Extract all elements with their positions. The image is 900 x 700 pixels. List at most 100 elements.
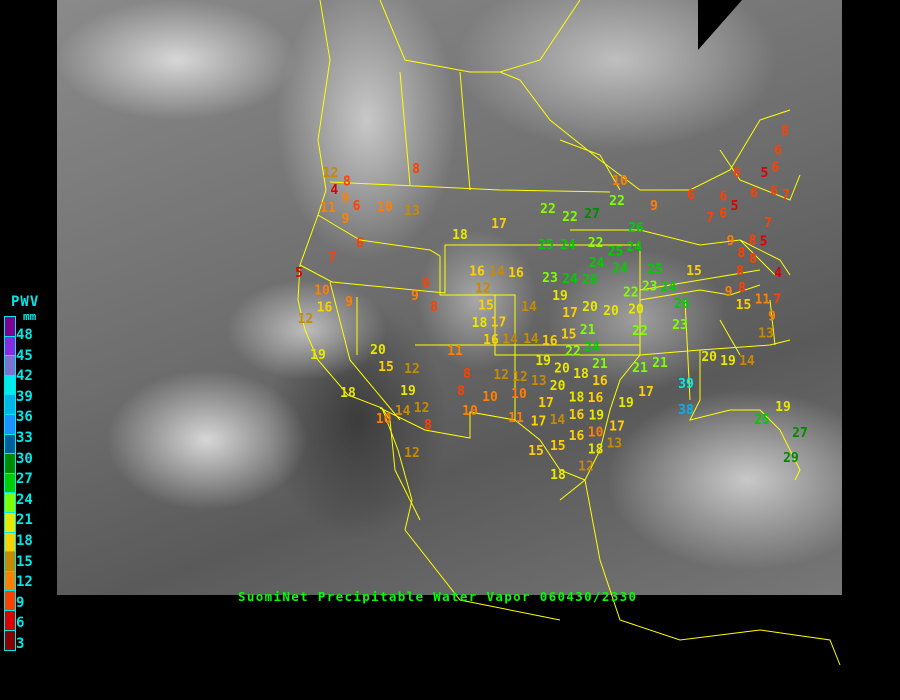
- station-pwv-value: 20: [550, 379, 566, 394]
- station-pwv-value: 8: [781, 124, 789, 139]
- station-pwv-value: 18: [452, 228, 468, 243]
- station-pwv-value: 17: [638, 385, 654, 400]
- border-line: [399, 71, 411, 186]
- legend-title: PWV: [11, 294, 40, 310]
- station-pwv-value: 19: [775, 400, 791, 415]
- station-pwv-value: 15: [550, 439, 566, 454]
- station-pwv-value: 14: [502, 333, 518, 348]
- station-pwv-value: 14: [489, 264, 505, 279]
- no-data-region: [698, 0, 742, 50]
- station-pwv-value: 11: [755, 292, 771, 307]
- station-pwv-value: 19: [618, 396, 634, 411]
- station-pwv-value: 16: [588, 391, 604, 406]
- station-pwv-value: 5: [760, 166, 768, 181]
- station-pwv-value: 27: [792, 426, 808, 441]
- station-pwv-value: 17: [609, 419, 625, 434]
- station-pwv-value: 24: [661, 280, 677, 295]
- station-pwv-value: 25: [754, 413, 770, 428]
- station-pwv-value: 18: [569, 391, 585, 406]
- color-swatch: [5, 356, 15, 376]
- scale-label: 36: [16, 409, 33, 426]
- station-pwv-value: 24: [562, 272, 578, 287]
- station-pwv-value: 23: [542, 271, 558, 286]
- scale-label: 27: [16, 471, 33, 488]
- station-pwv-value: 6: [422, 276, 430, 291]
- satellite-image: [57, 0, 842, 595]
- station-pwv-value: 10: [482, 390, 498, 405]
- border-line: [329, 181, 611, 193]
- station-pwv-value: 7: [773, 293, 781, 308]
- station-pwv-value: 10: [377, 200, 393, 215]
- station-pwv-value: 20: [370, 343, 386, 358]
- station-pwv-value: 25: [608, 244, 624, 259]
- station-pwv-value: 5: [731, 199, 739, 214]
- scale-label: 9: [16, 594, 25, 611]
- station-pwv-value: 18: [573, 367, 589, 382]
- station-pwv-value: 8: [424, 418, 432, 433]
- station-pwv-value: 11: [320, 201, 336, 216]
- station-pwv-value: 19: [535, 354, 551, 369]
- border-line: [297, 0, 413, 531]
- color-swatch: [5, 414, 15, 435]
- station-pwv-value: 7: [706, 211, 714, 226]
- border-line: [639, 339, 791, 356]
- station-pwv-value: 12: [298, 312, 314, 327]
- station-pwv-value: 13: [404, 204, 420, 219]
- station-pwv-value: 22: [562, 210, 578, 225]
- station-pwv-value: 11: [508, 411, 524, 426]
- station-pwv-value: 13: [758, 327, 774, 342]
- station-pwv-value: 12: [475, 281, 491, 296]
- station-pwv-value: 15: [528, 444, 544, 459]
- station-pwv-value: 20: [628, 303, 644, 318]
- station-pwv-value: 18: [472, 316, 488, 331]
- station-pwv-value: 16: [569, 408, 585, 423]
- station-pwv-value: 14: [523, 332, 539, 347]
- station-pwv-value: 17: [491, 217, 507, 232]
- border-line: [559, 139, 621, 191]
- station-pwv-value: 25: [538, 238, 554, 253]
- station-pwv-value: 10: [588, 425, 604, 440]
- border-line: [299, 244, 640, 294]
- station-pwv-value: 22: [565, 345, 581, 360]
- station-pwv-value: 4: [774, 266, 782, 281]
- station-pwv-value: 8: [343, 174, 351, 189]
- station-pwv-value: 18: [588, 442, 604, 457]
- station-pwv-value: 6: [353, 199, 361, 214]
- station-pwv-value: 26: [628, 221, 644, 236]
- station-pwv-value: 24: [560, 238, 576, 253]
- border-line: [739, 239, 791, 276]
- station-pwv-value: 23: [642, 280, 658, 295]
- scale-label: 3: [16, 636, 25, 652]
- station-pwv-value: 6: [719, 207, 727, 222]
- station-pwv-value: 14: [521, 300, 537, 315]
- color-swatch: [5, 375, 15, 396]
- scale-label: 6: [16, 615, 25, 632]
- station-pwv-value: 18: [340, 386, 356, 401]
- station-pwv-value: 9: [411, 289, 419, 304]
- station-pwv-value: 13: [531, 374, 547, 389]
- station-pwv-value: 15: [686, 264, 702, 279]
- station-pwv-value: 12: [404, 446, 420, 461]
- color-swatch: [5, 571, 15, 592]
- color-swatch: [5, 552, 15, 572]
- border-line: [584, 479, 841, 666]
- station-pwv-value: 39: [678, 377, 694, 392]
- station-pwv-value: 14: [550, 413, 566, 428]
- color-scale: [4, 316, 16, 652]
- scale-label: 33: [16, 430, 33, 446]
- border-line: [381, 407, 421, 521]
- station-pwv-value: 21: [580, 323, 596, 338]
- color-swatch: [5, 532, 15, 553]
- color-swatch: [5, 454, 15, 474]
- station-pwv-value: 19: [720, 354, 736, 369]
- border-line: [459, 71, 471, 191]
- station-pwv-value: 20: [582, 300, 598, 315]
- station-pwv-value: 21: [632, 361, 648, 376]
- station-pwv-value: 18: [550, 468, 566, 483]
- station-pwv-value: 12: [578, 459, 594, 474]
- border-line: [639, 269, 761, 291]
- station-pwv-value: 16: [542, 334, 558, 349]
- station-pwv-value: 24: [589, 256, 605, 271]
- station-pwv-value: 17: [491, 316, 507, 331]
- station-pwv-value: 22: [632, 324, 648, 339]
